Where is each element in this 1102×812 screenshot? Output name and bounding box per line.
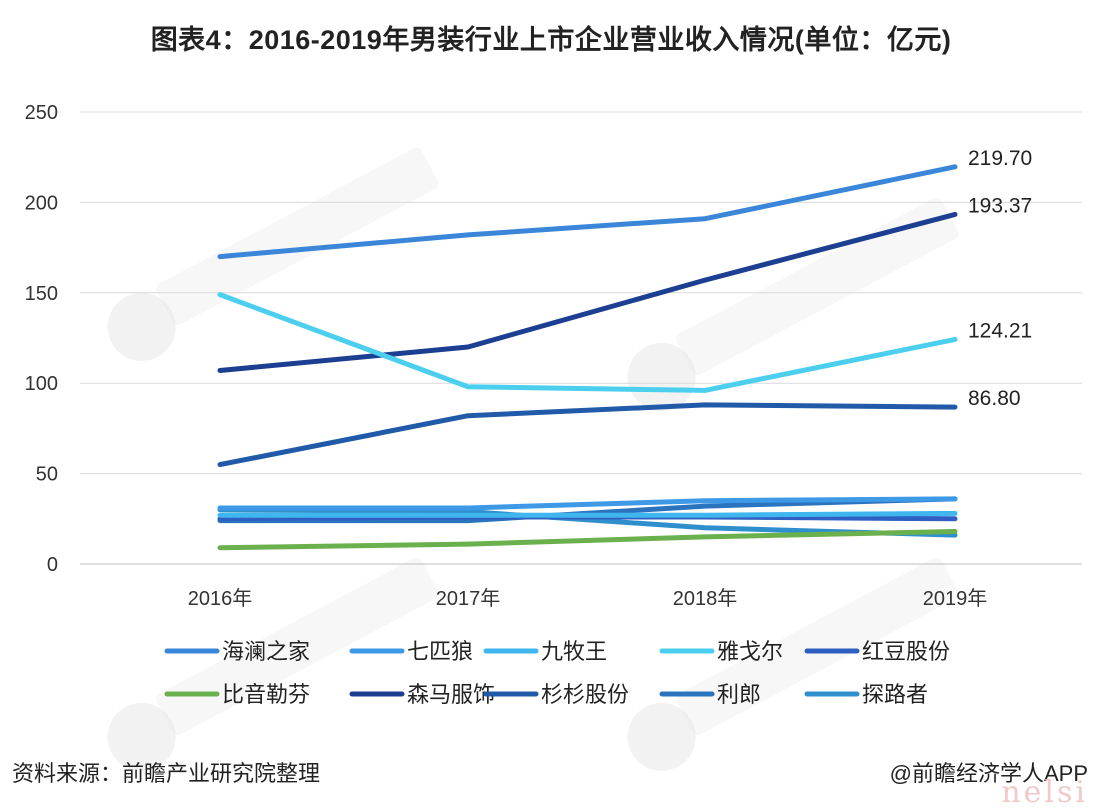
legend-label: 七匹狼 (407, 639, 473, 664)
legend-label: 海澜之家 (222, 639, 310, 664)
legend-item: 探路者 (804, 682, 928, 707)
y-tick-label: 150 (25, 283, 58, 305)
series-line-7 (217, 402, 958, 468)
legend-item: 海澜之家 (164, 639, 310, 664)
legend-item: 比音勒芬 (164, 682, 310, 707)
watermark-band-1 (676, 197, 959, 375)
data-label: 193.37 (968, 194, 1032, 217)
legend-item: 雅戈尔 (659, 639, 783, 664)
x-axis: 2016年 2017年 2018年 2019年 (188, 587, 988, 610)
watermark-0 (107, 147, 439, 361)
y-axis: 0 50 100 150 200 250 (25, 102, 58, 576)
data-label: 219.70 (968, 147, 1032, 170)
legend-label: 杉杉股份 (541, 682, 629, 707)
x-tick-label: 2017年 (436, 587, 501, 610)
legend-item: 利郎 (659, 682, 761, 707)
end-labels: 219.70 124.21 193.37 86.80 (968, 147, 1032, 410)
legend-item: 红豆股份 (804, 639, 950, 664)
data-label: 124.21 (968, 319, 1032, 342)
y-tick-label: 0 (47, 554, 58, 576)
watermark-logo-1 (627, 342, 696, 411)
x-tick-label: 2018年 (673, 587, 738, 610)
watermark-3 (627, 557, 959, 771)
series-line-9 (217, 507, 958, 538)
credit-note: @前瞻经济学人APP (889, 761, 1088, 786)
x-tick-label: 2016年 (188, 587, 253, 610)
watermark-band-3 (676, 557, 959, 735)
y-tick-label: 200 (25, 192, 58, 214)
watermark-logo-0 (107, 292, 176, 361)
series-line-0 (217, 164, 958, 260)
legend-label: 探路者 (862, 682, 928, 707)
legend-item: 杉杉股份 (483, 682, 629, 707)
legend-item: 森马服饰 (349, 682, 495, 707)
legend-item: 七匹狼 (349, 639, 473, 664)
watermark-1 (627, 197, 959, 411)
watermark-logo-2 (107, 702, 176, 771)
series-line-6 (217, 211, 958, 373)
y-tick-label: 250 (25, 102, 58, 124)
chart-title: 图表4：2016-2019年男装行业上市企业营业收入情况(单位：亿元) (150, 25, 952, 55)
gridlines (80, 111, 1082, 565)
watermark-band-0 (156, 147, 439, 325)
source-note: 资料来源：前瞻产业研究院整理 (12, 761, 321, 786)
watermark-layer (107, 147, 959, 771)
x-tick-label: 2019年 (923, 587, 988, 610)
series-line-5 (217, 529, 958, 551)
watermark-band-2 (156, 557, 439, 735)
watermark-logo-3 (627, 702, 696, 771)
legend-label: 利郎 (717, 682, 761, 707)
corner-watermark: nelsi (1001, 775, 1088, 810)
series-line-3 (217, 292, 958, 393)
legend-label: 雅戈尔 (717, 639, 783, 664)
legend-label: 森马服饰 (407, 682, 495, 707)
series-line-2 (217, 510, 958, 518)
legend-label: 红豆股份 (862, 639, 950, 664)
y-tick-label: 50 (36, 464, 58, 486)
data-label: 86.80 (968, 387, 1021, 410)
series-line-1 (217, 496, 958, 511)
watermark-2 (107, 557, 439, 771)
series-lines (217, 164, 958, 551)
legend-label: 比音勒芬 (222, 682, 310, 707)
legend-label: 九牧王 (541, 639, 607, 664)
y-tick-label: 100 (25, 373, 58, 395)
legend-item: 九牧王 (483, 639, 607, 664)
